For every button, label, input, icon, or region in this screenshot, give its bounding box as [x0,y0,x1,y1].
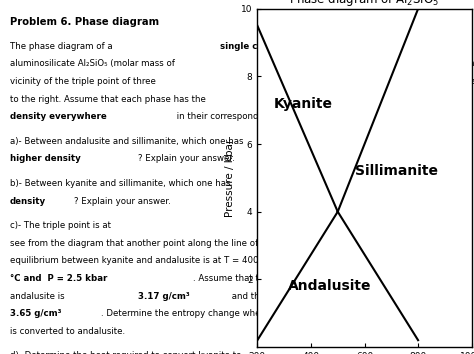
Text: 162 g/mol: 162 g/mol [366,59,415,68]
Text: see from the diagram that another point along the line of: see from the diagram that another point … [9,239,258,248]
Text: single component: single component [220,42,307,51]
Text: ? Explain your answer.: ? Explain your answer. [74,196,171,206]
Text: d)- Determine the heat required to convert kyanite to: d)- Determine the heat required to conve… [9,351,241,354]
Text: c)- The triple point is at: c)- The triple point is at [9,221,113,230]
Text: a)- Between andalusite and sillimanite, which one has: a)- Between andalusite and sillimanite, … [9,137,243,146]
Text: °C and  P = 2.5 kbar: °C and P = 2.5 kbar [9,274,107,283]
Text: solid phases: solid phases [357,77,418,86]
Title: Phase diagram of Al$_2$SiO$_5$: Phase diagram of Al$_2$SiO$_5$ [290,0,439,8]
Text: T = 500°C and  P = 4 kbar: T = 500°C and P = 4 kbar [257,221,382,230]
Text: The phase diagram of a: The phase diagram of a [9,42,115,51]
Text: to the right. Assume that each phase has the: to the right. Assume that each phase has… [9,95,209,104]
Text: Andalusite: Andalusite [288,279,372,293]
Text: in their corresponding region.: in their corresponding region. [174,112,305,121]
Text: b)- Between kyanite and sillimanite, which one has: b)- Between kyanite and sillimanite, whi… [9,179,233,188]
Text: aluminosilicate Al₂SiO₅ (molar mass of: aluminosilicate Al₂SiO₅ (molar mass of [9,59,177,68]
Text: Problem 6. Phase diagram: Problem 6. Phase diagram [9,17,159,27]
Text: is shown: is shown [467,77,474,86]
Text: Kyanite: Kyanite [273,97,332,110]
Text: . Determine the entropy change when kyanite: . Determine the entropy change when kyan… [101,309,301,318]
Text: equilibrium between kyanite and andalusite is at T = 400: equilibrium between kyanite and andalusi… [9,256,258,266]
Text: 3.17 g/cm³: 3.17 g/cm³ [138,292,190,301]
Text: system,: system, [366,42,403,51]
Text: is converted to andalusite.: is converted to andalusite. [9,327,125,336]
Text: ? Explain your answer.: ? Explain your answer. [138,154,235,164]
Text: ) in the: ) in the [449,59,474,68]
Text: same: same [421,95,447,104]
Text: higher density: higher density [9,154,81,164]
Text: density: density [9,196,46,206]
Text: Sillimanite: Sillimanite [355,164,438,178]
Text: . Assume that the density of: . Assume that the density of [193,274,315,283]
Text: density everywhere: density everywhere [9,112,107,121]
Y-axis label: Pressure / kbar: Pressure / kbar [226,139,236,217]
Text: vicinity of the triple point of three: vicinity of the triple point of three [9,77,158,86]
Text: and the density of kyanite is: and the density of kyanite is [229,292,355,301]
Text: 3.65 g/cm³: 3.65 g/cm³ [9,309,61,318]
Text: andalusite is: andalusite is [9,292,67,301]
